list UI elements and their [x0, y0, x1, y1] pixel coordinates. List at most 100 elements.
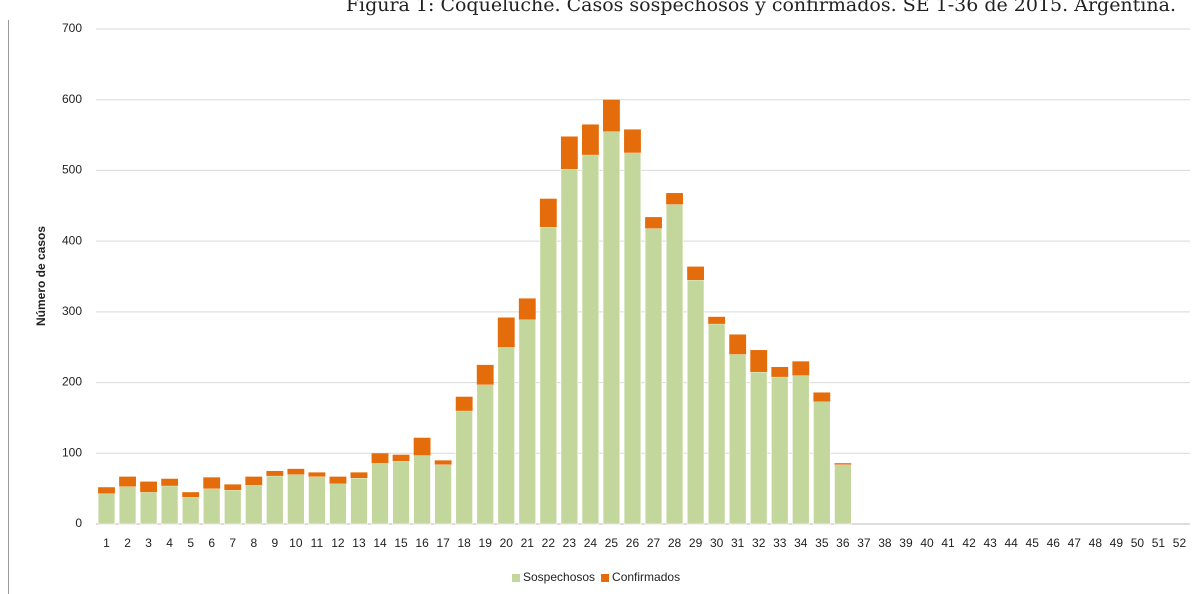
bar-segment	[497, 346, 515, 525]
bar-segment	[497, 317, 515, 348]
bar-segment	[560, 168, 579, 525]
x-tick-label: 42	[962, 536, 976, 550]
bar-segment	[413, 437, 431, 456]
x-tick-label: 33	[773, 536, 787, 550]
bar-segment	[687, 266, 705, 281]
bar-segment	[202, 488, 221, 525]
bar-segment	[666, 193, 683, 205]
x-tick-label: 41	[941, 536, 955, 550]
bar-segment	[834, 464, 852, 525]
x-tick-label: 12	[331, 536, 345, 550]
bar-segment	[139, 491, 158, 525]
x-tick-label: 1	[103, 536, 110, 550]
bar-segment	[455, 410, 473, 525]
x-tick-label: 30	[710, 536, 724, 550]
bar-segment	[813, 401, 831, 525]
x-tick-label: 11	[311, 536, 324, 550]
x-tick-label: 40	[920, 536, 934, 550]
y-axis-label: Número de casos	[34, 226, 48, 326]
bar-segment	[181, 496, 200, 525]
bar-segment	[350, 472, 368, 479]
y-tick-label: 300	[62, 304, 82, 318]
x-tick-label: 36	[836, 536, 850, 550]
bar-segment	[708, 316, 726, 324]
x-tick-label: 18	[457, 536, 471, 550]
bar-segment	[434, 464, 452, 525]
x-tick-label: 22	[542, 536, 556, 550]
bar-segment	[560, 136, 578, 170]
bar-segment	[287, 468, 305, 475]
x-tick-label: 19	[479, 536, 493, 550]
y-tick-label: 100	[62, 445, 82, 459]
y-tick-label: 400	[62, 233, 82, 247]
x-tick-label: 46	[1047, 536, 1061, 550]
legend-label: Sospechosos	[523, 570, 595, 584]
x-tick-label: 39	[899, 536, 913, 550]
x-tick-label: 28	[668, 536, 682, 550]
x-tick-label: 49	[1110, 536, 1124, 550]
bar-segment	[455, 396, 473, 411]
x-tick-label: 10	[289, 536, 303, 550]
x-tick-label: 29	[689, 536, 703, 550]
x-tick-label: 14	[373, 536, 387, 550]
bar-segment	[434, 460, 452, 465]
bar-segment	[729, 334, 747, 355]
bar-segment	[813, 392, 831, 402]
x-tick-label: 4	[166, 536, 173, 550]
bar-segment	[623, 152, 642, 525]
bar-segment	[224, 484, 242, 491]
bar-segment	[160, 485, 179, 525]
bar-segment	[792, 375, 810, 525]
x-tick-label: 48	[1089, 536, 1103, 550]
x-tick-label: 16	[415, 536, 429, 550]
bar-segment	[644, 228, 663, 525]
y-tick-label: 500	[62, 163, 82, 177]
x-tick-label: 50	[1131, 536, 1145, 550]
bar-segment	[308, 476, 326, 525]
x-tick-label: 25	[605, 536, 619, 550]
bar-segment	[140, 481, 158, 493]
y-tick-label: 600	[62, 92, 82, 106]
x-tick-label: 47	[1068, 536, 1082, 550]
bar-segment	[771, 376, 789, 525]
x-tick-label: 13	[352, 536, 366, 550]
x-tick-label: 52	[1173, 536, 1187, 550]
x-tick-label: 8	[250, 536, 257, 550]
bar-segment	[245, 476, 263, 486]
y-tick-label: 0	[75, 516, 82, 530]
bar-segment	[518, 319, 537, 525]
bar-segment	[645, 217, 662, 229]
bar-segment	[392, 454, 410, 462]
legend-swatch	[601, 574, 610, 582]
bar-segment	[182, 492, 200, 498]
bar-segment	[308, 472, 326, 477]
x-tick-label: 21	[521, 536, 535, 550]
x-tick-label: 35	[815, 536, 829, 550]
bar-segment	[834, 463, 852, 465]
x-tick-label: 7	[229, 536, 236, 550]
chart-title: Figura 1: Coqueluche. Casos sospechosos …	[346, 0, 1176, 16]
x-tick-label: 17	[436, 536, 450, 550]
bar-segment	[287, 474, 305, 525]
x-tick-label: 43	[983, 536, 997, 550]
bar-segment	[98, 487, 115, 494]
bar-segment	[539, 198, 557, 227]
bar-segment	[686, 279, 705, 525]
bar-segment	[518, 298, 536, 320]
bar-segment	[118, 486, 137, 525]
x-tick-label: 6	[208, 536, 215, 550]
x-tick-label: 34	[794, 536, 808, 550]
x-tick-label: 38	[878, 536, 892, 550]
bar-segment	[266, 470, 284, 476]
bar-segment	[581, 124, 599, 155]
bar-segment	[602, 131, 621, 525]
bar-segment	[97, 493, 116, 525]
x-tick-label: 24	[584, 536, 598, 550]
bar-segment	[329, 483, 347, 525]
x-tick-label: 26	[626, 536, 640, 550]
x-tick-label: 3	[145, 536, 152, 550]
bar-segment	[624, 129, 641, 153]
bar-segment	[413, 455, 431, 525]
legend-swatch	[512, 574, 520, 582]
